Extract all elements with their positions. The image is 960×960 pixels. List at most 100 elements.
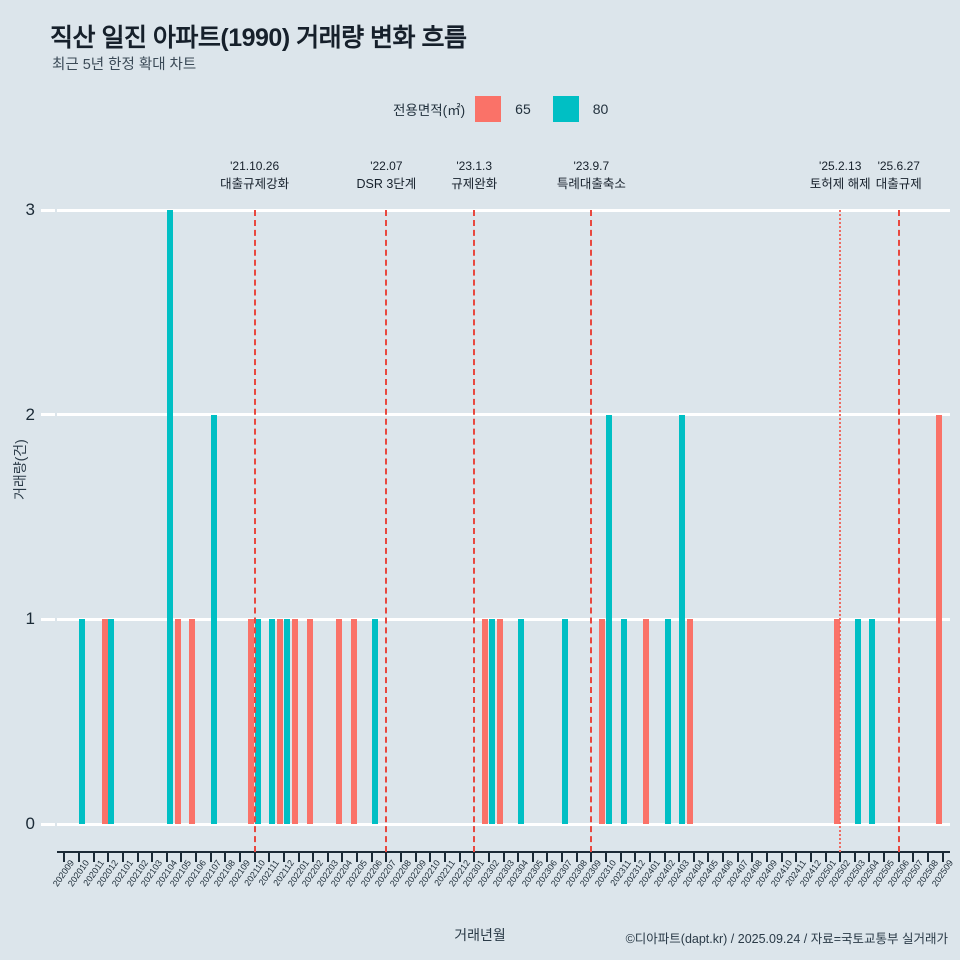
x-tick [722, 851, 725, 862]
x-tick [414, 851, 417, 862]
page-title: 직산 일진 아파트(1990) 거래량 변화 흐름 [50, 24, 467, 52]
bar[interactable] [643, 619, 650, 824]
x-tick [795, 851, 798, 862]
bar[interactable] [620, 619, 627, 824]
legend-swatch-65[interactable] [475, 96, 502, 122]
bar[interactable] [335, 619, 342, 824]
x-tick [209, 851, 212, 862]
bar[interactable] [291, 619, 298, 824]
event-annotation: '25.6.27 대출규제 [876, 158, 922, 194]
y-tick-dash [41, 822, 55, 826]
event-line [385, 210, 388, 852]
x-tick [443, 851, 446, 862]
plot-area [57, 208, 950, 826]
x-tick [663, 851, 666, 862]
y-tick-dash [41, 208, 55, 212]
bar[interactable] [108, 619, 115, 824]
x-tick [561, 851, 564, 862]
bar[interactable] [679, 414, 686, 824]
legend: 전용면적(㎡) 65 80 [393, 96, 608, 122]
x-tick [809, 851, 812, 862]
bar[interactable] [277, 619, 284, 824]
x-tick [282, 851, 285, 862]
x-tick [165, 851, 168, 862]
event-annotation: '23.9.7 특례대출축소 [557, 158, 626, 194]
y-tick-label: 2 [25, 404, 35, 424]
x-tick [707, 851, 710, 862]
x-tick [868, 851, 871, 862]
bar[interactable] [482, 619, 489, 824]
bar[interactable] [936, 414, 943, 824]
bar[interactable] [562, 619, 569, 824]
event-date: '25.2.13 [819, 159, 862, 173]
legend-swatch-80[interactable] [552, 96, 579, 122]
event-name: 대출규제강화 [220, 177, 290, 192]
bar[interactable] [371, 619, 378, 824]
bar[interactable] [488, 619, 495, 824]
x-tick [238, 851, 241, 862]
x-tick [575, 851, 578, 862]
page-subtitle: 최근 5년 한정 확대 차트 [52, 57, 197, 73]
x-tick [63, 851, 66, 862]
event-line [897, 210, 900, 852]
bar[interactable] [854, 619, 861, 824]
y-tick-dash [41, 413, 55, 417]
x-tick [195, 851, 198, 862]
event-name: 특례대출축소 [556, 177, 626, 192]
gridline [57, 822, 950, 826]
gridline [57, 617, 950, 621]
x-tick [941, 851, 944, 862]
x-tick [619, 851, 622, 862]
x-tick [692, 851, 695, 862]
x-tick [77, 851, 80, 862]
event-name: 규제완화 [451, 177, 498, 192]
event-annotation: '21.10.26 대출규제강화 [220, 158, 289, 194]
x-tick [678, 851, 681, 862]
x-tick [224, 851, 227, 862]
bar[interactable] [166, 210, 173, 824]
bar[interactable] [496, 619, 503, 824]
bar[interactable] [210, 414, 217, 824]
event-date: '23.1.3 [456, 159, 493, 173]
bar[interactable] [174, 619, 181, 824]
bar[interactable] [687, 619, 694, 824]
y-axis-label: 거래량(건) [12, 439, 28, 500]
event-line [253, 210, 256, 852]
x-tick [151, 851, 154, 862]
bar[interactable] [518, 619, 525, 824]
x-tick [253, 851, 256, 862]
x-tick [312, 851, 315, 862]
gridline [57, 413, 950, 417]
bar[interactable] [101, 619, 108, 824]
x-axis-label: 거래년월 [454, 927, 506, 943]
bar[interactable] [664, 619, 671, 824]
event-name: 토허제 해제 [809, 177, 871, 192]
bar[interactable] [599, 619, 606, 824]
gridline [57, 208, 950, 212]
bar[interactable] [254, 619, 261, 824]
bar[interactable] [833, 619, 840, 824]
y-tick-label: 1 [25, 609, 35, 629]
x-tick [502, 851, 505, 862]
x-tick [912, 851, 915, 862]
bar[interactable] [269, 619, 276, 824]
y-tick-dash [41, 617, 55, 621]
x-tick [531, 851, 534, 862]
bar[interactable] [189, 619, 196, 824]
x-tick [590, 851, 593, 862]
x-tick [429, 851, 432, 862]
y-tick-label: 0 [25, 814, 35, 833]
legend-label-80: 80 [592, 101, 609, 117]
bar[interactable] [306, 619, 313, 824]
x-tick [839, 851, 842, 862]
x-tick [326, 851, 329, 862]
bar[interactable] [283, 619, 290, 824]
x-tick [517, 851, 520, 862]
bar[interactable] [869, 619, 876, 824]
bar[interactable] [248, 619, 255, 824]
bar[interactable] [78, 619, 85, 824]
bar[interactable] [350, 619, 357, 824]
bar[interactable] [605, 414, 612, 824]
y-tick-label: 3 [25, 200, 35, 219]
